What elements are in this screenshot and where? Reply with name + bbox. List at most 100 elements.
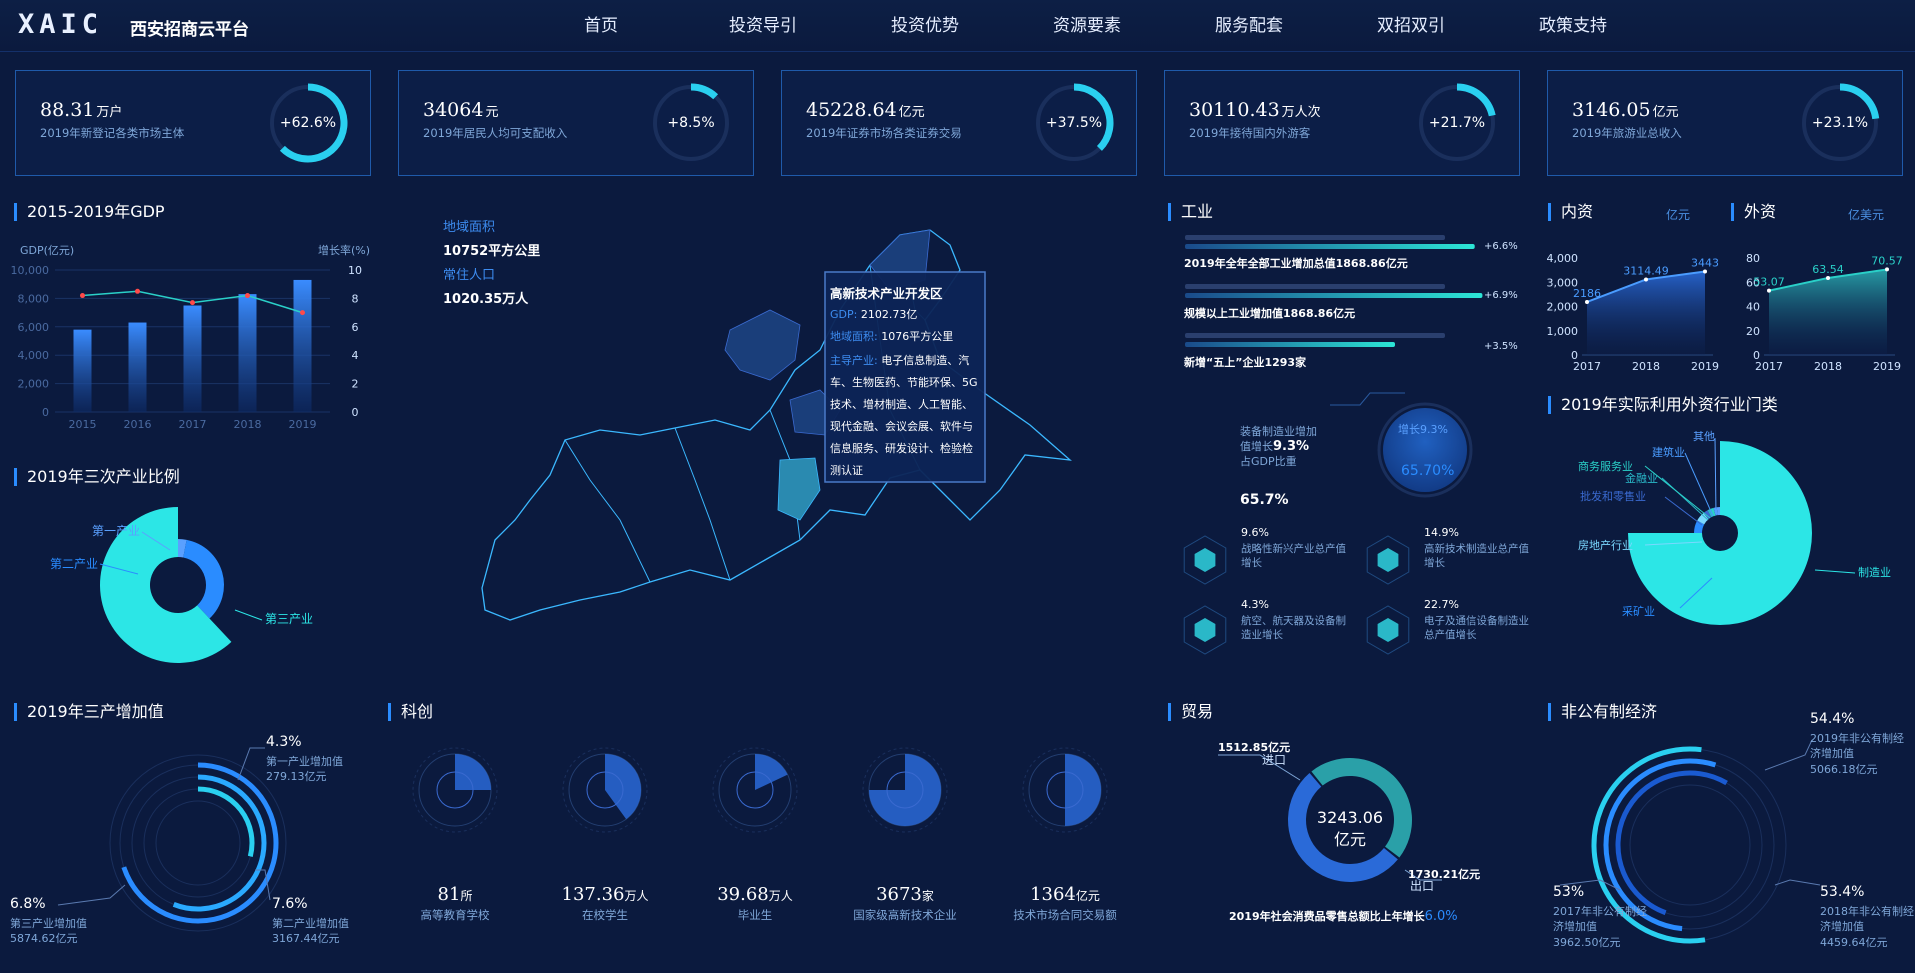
gdp-section-title: 2015-2019年GDP bbox=[14, 203, 165, 221]
fdi-slice bbox=[1697, 512, 1709, 525]
map-hightech-zone[interactable] bbox=[777, 457, 821, 521]
kpi-label: 2019年居民人均可支配收入 bbox=[423, 126, 568, 140]
np-right-value: 4459.64亿元 bbox=[1820, 936, 1888, 949]
area-ytick: 2,000 bbox=[1547, 301, 1579, 314]
fdi-slice bbox=[1710, 507, 1716, 517]
nav-dual-recruitment[interactable]: 双招双引 bbox=[1377, 16, 1445, 36]
innovation-rings bbox=[412, 747, 1108, 833]
kpi-card-tourists[interactable]: 30110.43 万人次 2019年接待国内外游客 +21.7% bbox=[1164, 70, 1520, 176]
nav-resources[interactable]: 资源要素 bbox=[1053, 16, 1121, 36]
nav-policy[interactable]: 政策支持 bbox=[1539, 16, 1607, 36]
kpi-value: 30110.43 bbox=[1189, 99, 1280, 121]
industry-bar-label: 规模以上工业增加值1868.86亿元 bbox=[1184, 307, 1356, 320]
np-ring-track bbox=[1629, 784, 1751, 906]
nav-services[interactable]: 服务配套 bbox=[1215, 16, 1283, 36]
trade-leader-line bbox=[1218, 754, 1301, 781]
ratio-leader-line bbox=[99, 563, 139, 575]
kpi-label: 2019年新登记各类市场主体 bbox=[40, 126, 185, 140]
np-leader-line bbox=[1764, 739, 1813, 771]
inno-label: 高等教育学校 bbox=[420, 908, 490, 922]
gdp-ytick-right: 8 bbox=[352, 292, 359, 305]
xian-district-map[interactable] bbox=[470, 220, 1130, 660]
kpi-unit: 元 bbox=[485, 105, 499, 120]
growth-rate-point bbox=[245, 293, 250, 299]
area-point bbox=[1644, 277, 1648, 282]
area-value: 10752平方公里 bbox=[443, 244, 541, 259]
fdi-slice bbox=[1716, 507, 1720, 516]
np-right-desc: 2018年非公有制经济增加值 bbox=[1820, 905, 1914, 933]
kpi-card-tourism-revenue[interactable]: 3146.05 亿元 2019年旅游业总收入 +23.1% bbox=[1547, 70, 1903, 176]
gdp-chart: 10,000 10 8,000 8 6,000 6 4,000 4 2,000 2 0 0 2015 20… bbox=[11, 264, 363, 431]
foreign-capital-title: 外资 bbox=[1731, 203, 1776, 221]
population-value: 1020.35万人 bbox=[443, 292, 529, 307]
area-xtick: 2018 bbox=[1632, 360, 1660, 373]
kpi-ring-fill bbox=[279, 83, 348, 163]
np-top-desc: 2019年非公有制经济增加值 bbox=[1810, 732, 1904, 760]
industry-item-desc: 航空、航天器及设备制造业增长 bbox=[1241, 615, 1346, 641]
kpi-card-income[interactable]: 34064 元 2019年居民人均可支配收入 +8.5% bbox=[398, 70, 754, 176]
map-district-line bbox=[564, 439, 651, 583]
kpi-ring-fill bbox=[1456, 83, 1496, 117]
kpi-card-market-entities[interactable]: 88.31 万户 2019年新登记各类市场主体 +62.6% bbox=[15, 70, 371, 176]
industry-icon-hex bbox=[1366, 605, 1410, 655]
tooltip-gdp: GDP: 2102.73亿 bbox=[830, 306, 917, 322]
nav-investment-guide[interactable]: 投资导引 bbox=[729, 16, 797, 36]
tooltip-area-value: 1076平方公里 bbox=[881, 330, 954, 343]
area-ytick: 3,000 bbox=[1547, 276, 1579, 289]
nav-investment-advantage[interactable]: 投资优势 bbox=[891, 16, 959, 36]
innovation-title: 科创 bbox=[388, 703, 433, 721]
area-xtick: 2018 bbox=[1814, 360, 1842, 373]
trade-chart bbox=[1218, 754, 1442, 882]
gdp-xtick: 2016 bbox=[124, 418, 152, 431]
fdi-label: 房地产行业 bbox=[1578, 538, 1633, 552]
gdp-xtick: 2019 bbox=[289, 418, 317, 431]
industry-item-pct: 4.3% bbox=[1241, 598, 1269, 611]
tav-name: 第二产业增加值 bbox=[272, 917, 349, 930]
area-data-label: 3443 bbox=[1691, 257, 1719, 270]
nav-home[interactable]: 首页 bbox=[584, 16, 618, 36]
fdi-leader-line bbox=[1644, 541, 1703, 546]
inno-ring-dash bbox=[412, 747, 498, 833]
growth-rate-point bbox=[190, 300, 195, 306]
tav-pct: 7.6% bbox=[272, 896, 308, 912]
inno-number: 39.68 bbox=[717, 884, 769, 905]
fdi-leader-line bbox=[1684, 452, 1714, 517]
map-urban-core[interactable] bbox=[724, 309, 801, 381]
inno-value: 3673家 bbox=[830, 884, 980, 905]
kpi-card-securities[interactable]: 45228.64 亿元 2019年证券市场各类证券交易 +37.5% bbox=[781, 70, 1137, 176]
ratio-leader-line bbox=[141, 531, 171, 551]
kpi-label: 2019年证券市场各类证券交易 bbox=[806, 126, 962, 140]
non-public-chart bbox=[1559, 739, 1821, 944]
gdp-ylabel-left: GDP(亿元) bbox=[20, 244, 75, 257]
area-ytick: 20 bbox=[1746, 325, 1760, 338]
area-xtick: 2019 bbox=[1691, 360, 1719, 373]
np-leader-line bbox=[1559, 879, 1621, 891]
industry-icon-fill bbox=[1377, 548, 1399, 572]
logo[interactable]: XAIC bbox=[18, 9, 104, 40]
tertiary-added-title: 2019年三产增加值 bbox=[14, 703, 164, 721]
gdp-ytick-right: 4 bbox=[352, 349, 359, 362]
area-point bbox=[1585, 299, 1589, 304]
np-right-pct: 53.4% bbox=[1820, 884, 1865, 900]
area-point bbox=[1885, 267, 1889, 272]
ratio-slice bbox=[178, 539, 187, 558]
kpi-percent: +37.5% bbox=[1045, 115, 1103, 131]
area-point bbox=[1826, 275, 1830, 280]
area-data-label: 53.07 bbox=[1753, 276, 1785, 289]
fdi-slice bbox=[1694, 520, 1705, 533]
domestic-capital-title: 内资 bbox=[1548, 203, 1593, 221]
equip-label: 装备制造业增加值增长 bbox=[1240, 425, 1317, 453]
growth-rate-point bbox=[300, 310, 305, 316]
trade-title: 贸易 bbox=[1168, 703, 1213, 721]
kpi-percent: +8.5% bbox=[667, 115, 715, 131]
industry-icon-hex bbox=[1183, 605, 1227, 655]
tav-value: 3167.44亿元 bbox=[272, 932, 340, 945]
gdp-ytick-left: 10,000 bbox=[11, 264, 50, 277]
inno-label: 毕业生 bbox=[737, 908, 773, 922]
tav-ring-arc bbox=[172, 774, 267, 912]
gdp-ytick-right: 10 bbox=[348, 264, 362, 277]
main-nav: 首页 投资导引 投资优势 资源要素 服务配套 双招双引 政策支持 bbox=[520, 0, 1654, 52]
fdi-label: 建筑业 bbox=[1652, 445, 1685, 459]
inno-value: 39.68万人 bbox=[680, 884, 830, 905]
kpi-ring bbox=[653, 83, 729, 161]
